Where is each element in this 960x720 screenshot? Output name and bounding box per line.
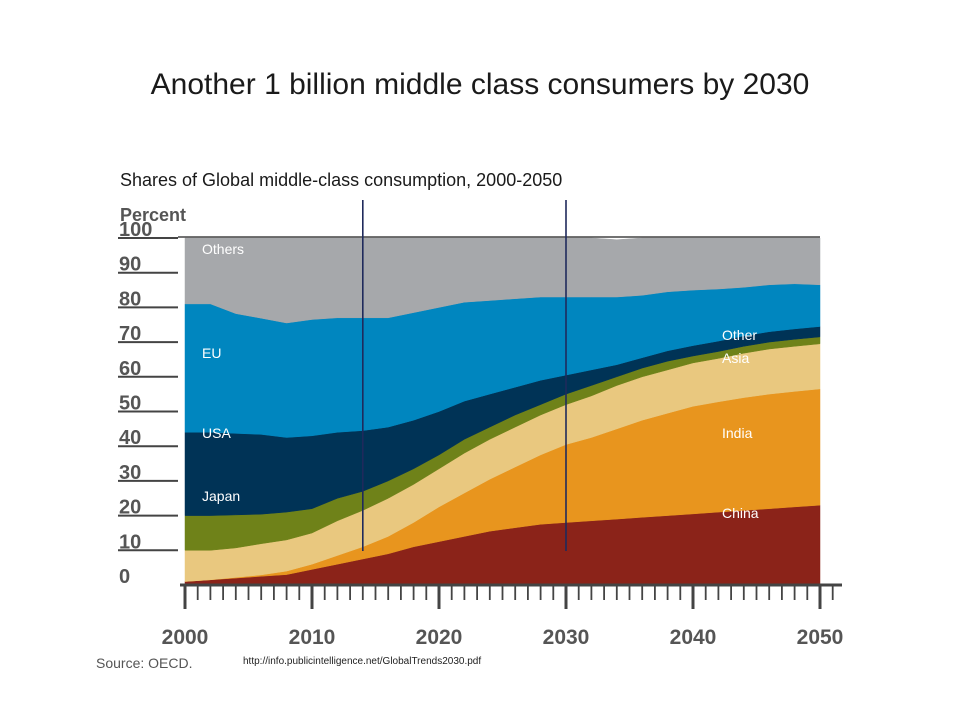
source-url: http://info.publicintelligence.net/Globa… <box>243 656 482 667</box>
x-axis: 2000 2010 2020 2030 2040 2050 <box>162 583 844 649</box>
y-tick-label: 80 <box>119 288 141 310</box>
y-tick-label: 40 <box>119 427 141 449</box>
area-others <box>184 237 821 324</box>
x-tick-label: 2010 <box>289 626 336 649</box>
series-labels: China India Other Asia Japan USA EU Others <box>202 241 759 521</box>
label-other-asia-line2: Asia <box>722 350 749 366</box>
y-tick-label: 20 <box>119 497 141 519</box>
label-eu: EU <box>202 345 221 361</box>
y-axis: 0 10 20 30 40 50 60 70 80 90 100 <box>118 219 820 588</box>
x-tick-label: 2020 <box>416 626 463 649</box>
y-tick-label: 30 <box>119 462 141 484</box>
y-tick-label: 0 <box>119 566 130 588</box>
label-china: China <box>722 505 759 521</box>
label-india: India <box>722 425 753 441</box>
y-tick-label: 100 <box>119 219 152 241</box>
x-tick-label: 2030 <box>543 626 590 649</box>
slide-title: Another 1 billion middle class consumers… <box>150 68 810 101</box>
y-tick-label: 60 <box>119 358 141 380</box>
y-axis-label: Percent <box>120 205 186 225</box>
area-layers <box>184 237 821 586</box>
x-tick-label: 2050 <box>797 626 844 649</box>
x-tick-label: 2000 <box>162 626 209 649</box>
y-tick-label: 70 <box>119 323 141 345</box>
label-other-asia-line1: Other <box>722 327 757 343</box>
vertical-markers <box>361 200 567 551</box>
x-tick-label: 2040 <box>670 626 717 649</box>
label-others: Others <box>202 241 244 257</box>
y-tick-label: 10 <box>119 531 141 553</box>
y-tick-label: 90 <box>119 254 141 276</box>
chart-subtitle: Shares of Global middle-class consumptio… <box>120 170 563 190</box>
y-tick-label: 50 <box>119 393 141 415</box>
chart-source: Source: OECD. <box>96 655 192 671</box>
label-japan: Japan <box>202 488 240 504</box>
label-usa: USA <box>202 425 231 441</box>
